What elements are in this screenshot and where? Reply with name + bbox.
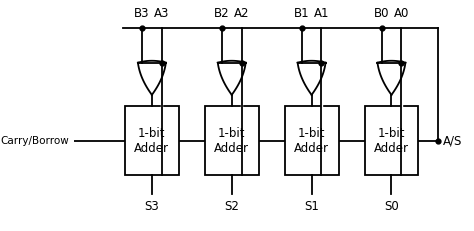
Text: A3: A3 — [154, 7, 169, 20]
Text: Carry/Borrow: Carry/Borrow — [0, 136, 69, 146]
Bar — [285, 106, 338, 175]
Bar — [205, 106, 259, 175]
Text: B3: B3 — [134, 7, 150, 20]
Text: 1-bit
Adder: 1-bit Adder — [294, 127, 329, 155]
Bar — [365, 106, 419, 175]
Text: A/S: A/S — [443, 134, 463, 147]
Text: A1: A1 — [314, 7, 329, 20]
Text: B1: B1 — [294, 7, 310, 20]
Text: S3: S3 — [145, 201, 159, 213]
Text: A0: A0 — [393, 7, 409, 20]
Text: 1-bit
Adder: 1-bit Adder — [374, 127, 409, 155]
Text: B2: B2 — [214, 7, 230, 20]
Text: 1-bit
Adder: 1-bit Adder — [214, 127, 249, 155]
Bar — [125, 106, 179, 175]
Text: S1: S1 — [304, 201, 319, 213]
Text: B0: B0 — [374, 7, 390, 20]
Text: A2: A2 — [234, 7, 249, 20]
Text: S0: S0 — [384, 201, 399, 213]
Text: S2: S2 — [224, 201, 239, 213]
Text: 1-bit
Adder: 1-bit Adder — [135, 127, 169, 155]
